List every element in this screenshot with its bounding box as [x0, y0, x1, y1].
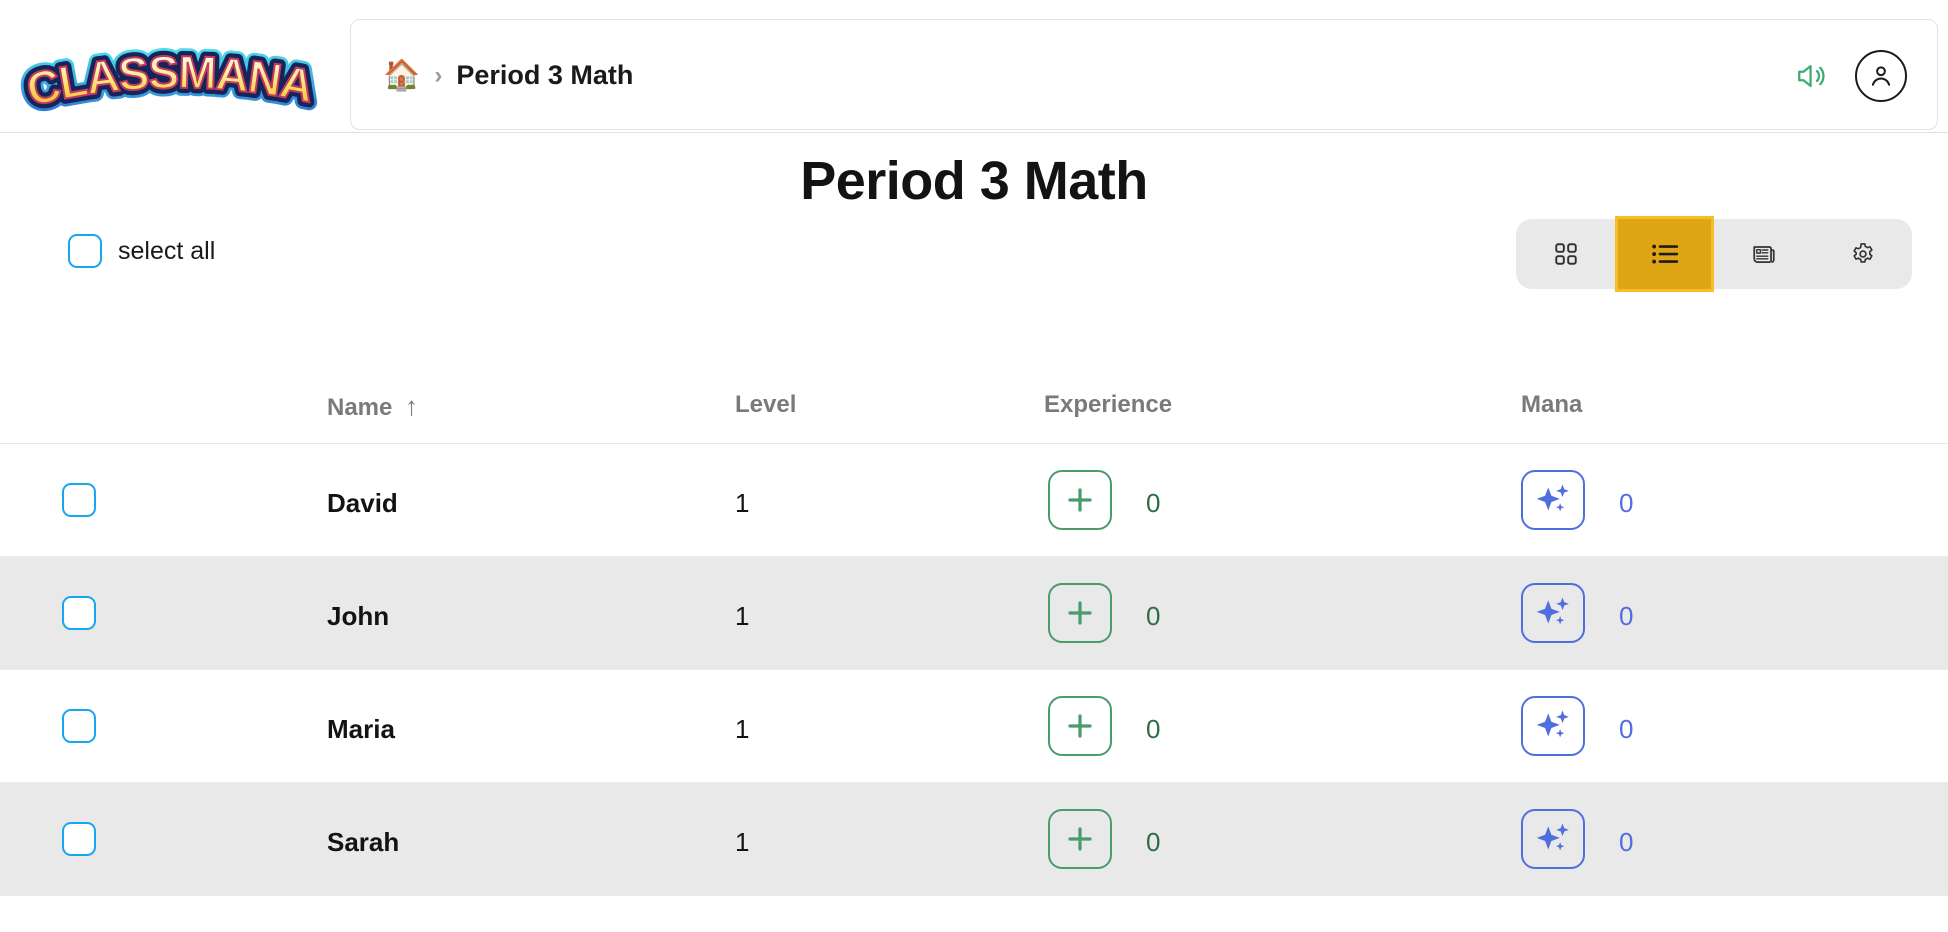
svg-text:CLASSMANA: CLASSMANA	[22, 46, 317, 116]
